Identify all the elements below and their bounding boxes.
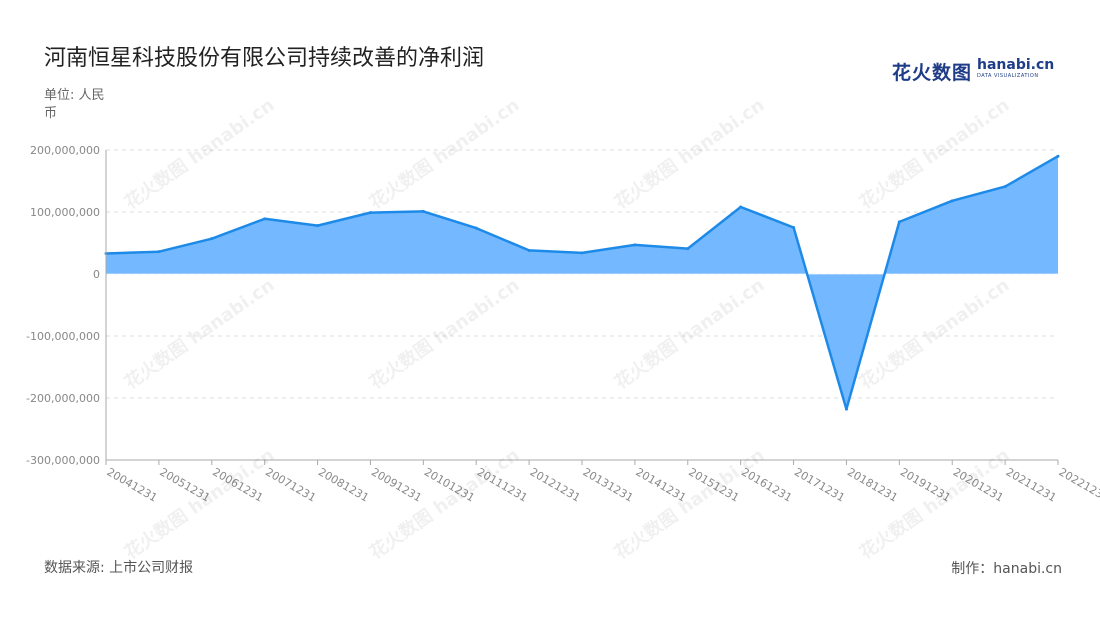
x-tick-label: 20221231 xyxy=(1057,465,1100,504)
x-tick-label: 20211231 xyxy=(1004,465,1059,504)
x-tick-label: 20171231 xyxy=(792,465,847,504)
data-point xyxy=(897,220,901,224)
x-tick-label: 20121231 xyxy=(528,465,583,504)
logo-en-block: hanabi.cn DATA VISUALIZATION xyxy=(977,57,1055,80)
data-point xyxy=(633,243,637,247)
x-tick-label: 20081231 xyxy=(316,465,371,504)
x-tick-label: 20131231 xyxy=(581,465,636,504)
y-tick-labels: 200,000,000 100,000,000 0 -100,000,000 -200,… xyxy=(26,144,100,467)
y-tick-label: 0 xyxy=(93,268,100,281)
x-tick-label: 20181231 xyxy=(845,465,900,504)
area-layer xyxy=(104,154,1060,411)
data-point xyxy=(368,211,372,215)
data-point xyxy=(950,199,954,203)
data-point xyxy=(421,209,425,213)
data-point xyxy=(686,247,690,251)
data-point xyxy=(1003,185,1007,189)
credit-label: 制作：hanabi.cn xyxy=(951,561,1062,577)
y-tick-label: -100,000,000 xyxy=(26,330,100,343)
chart-title: 河南恒星科技股份有限公司持续改善的净利润 xyxy=(44,46,485,71)
y-tick-label: 200,000,000 xyxy=(30,144,100,157)
data-point xyxy=(580,251,584,255)
data-point xyxy=(263,217,267,221)
y-tick-label: -300,000,000 xyxy=(26,454,100,467)
hanabi-logo: 花火数图 hanabi.cn DATA VISUALIZATION xyxy=(892,58,1054,85)
data-point xyxy=(316,224,320,228)
data-point xyxy=(210,237,214,241)
data-point xyxy=(157,250,161,254)
data-point xyxy=(1056,154,1060,158)
data-point xyxy=(474,226,478,230)
logo-cn-text: 花火数图 xyxy=(892,62,973,84)
data-point xyxy=(792,226,796,229)
data-source: 数据来源: 上市公司财报 xyxy=(44,560,194,576)
x-tick-label: 20071231 xyxy=(263,465,318,504)
unit-label: 单位: 人民币 xyxy=(44,88,105,121)
x-tick-label: 20091231 xyxy=(369,465,424,504)
data-point xyxy=(844,407,848,411)
data-point xyxy=(527,248,531,252)
data-point xyxy=(739,205,743,209)
x-tick-label: 20041231 xyxy=(105,465,160,504)
y-tick-label: 100,000,000 xyxy=(30,206,100,219)
y-tick-label: -200,000,000 xyxy=(26,392,100,405)
logo-sub-text: DATA VISUALIZATION xyxy=(977,73,1039,79)
logo-en-text: hanabi.cn xyxy=(977,57,1055,73)
axis-layer xyxy=(105,150,1059,465)
